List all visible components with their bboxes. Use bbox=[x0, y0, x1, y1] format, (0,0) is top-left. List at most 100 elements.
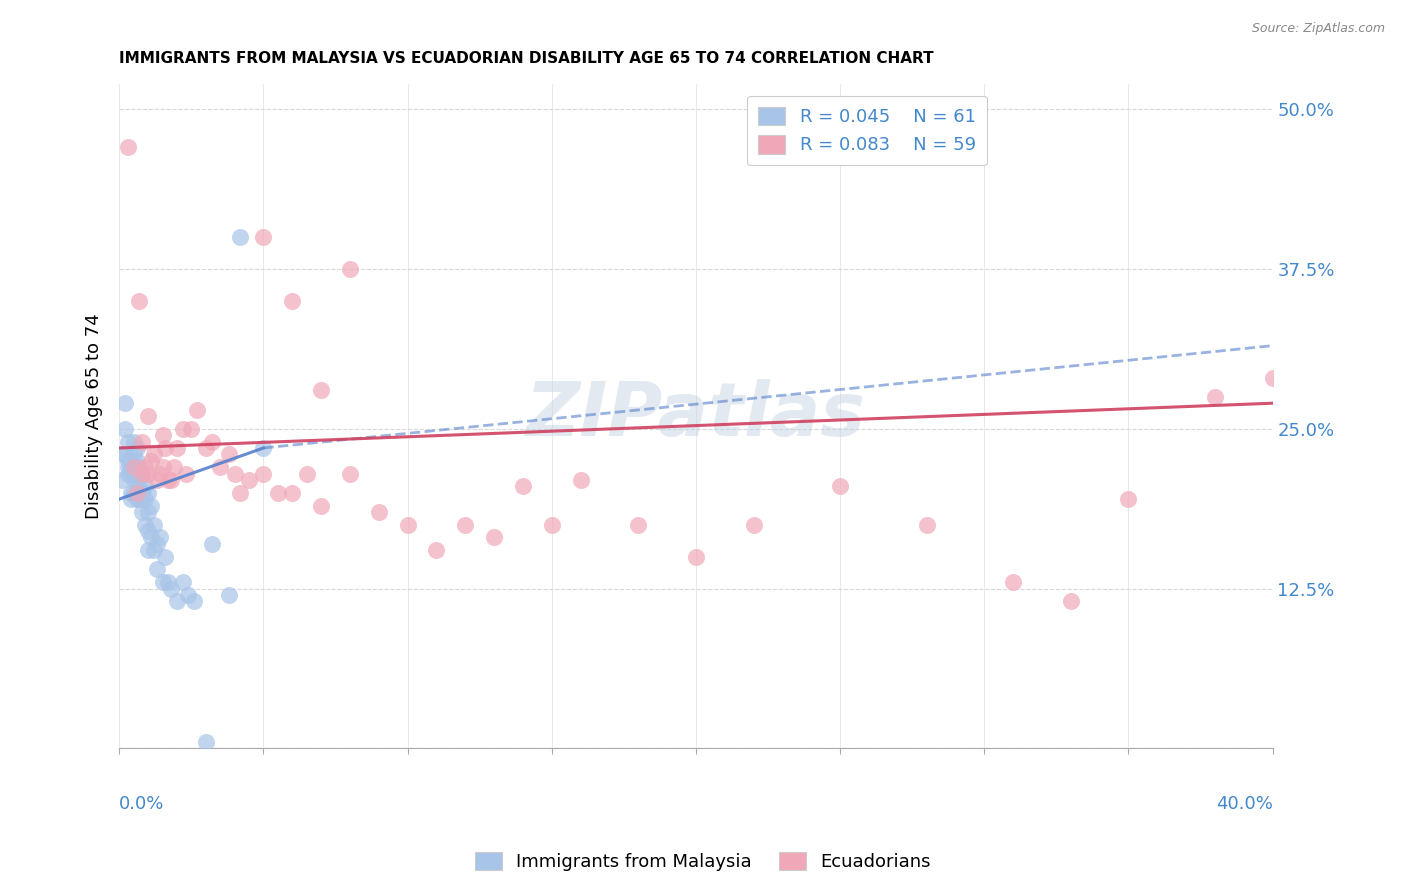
Point bbox=[1204, 390, 1226, 404]
Legend: R = 0.045    N = 61, R = 0.083    N = 59: R = 0.045 N = 61, R = 0.083 N = 59 bbox=[748, 95, 987, 165]
Point bbox=[186, 402, 208, 417]
Point bbox=[120, 454, 142, 468]
Point bbox=[425, 543, 447, 558]
Point bbox=[281, 293, 304, 308]
Point bbox=[125, 485, 148, 500]
Point bbox=[120, 467, 142, 481]
Point bbox=[117, 140, 139, 154]
Point bbox=[128, 460, 150, 475]
Point bbox=[281, 485, 304, 500]
Point bbox=[152, 428, 174, 442]
Point bbox=[252, 467, 274, 481]
Point bbox=[142, 543, 165, 558]
Text: ZIPatlas: ZIPatlas bbox=[526, 379, 866, 452]
Point bbox=[267, 485, 290, 500]
Point bbox=[111, 447, 134, 461]
Point bbox=[145, 537, 167, 551]
Legend: Immigrants from Malaysia, Ecuadorians: Immigrants from Malaysia, Ecuadorians bbox=[468, 845, 938, 879]
Point bbox=[111, 473, 134, 487]
Point bbox=[166, 594, 188, 608]
Point bbox=[915, 517, 938, 532]
Point bbox=[142, 447, 165, 461]
Point bbox=[128, 485, 150, 500]
Point bbox=[134, 492, 156, 507]
Point bbox=[131, 485, 153, 500]
Point bbox=[295, 467, 318, 481]
Point bbox=[194, 735, 217, 749]
Point bbox=[114, 447, 136, 461]
Point bbox=[157, 575, 180, 590]
Point bbox=[122, 473, 145, 487]
Point bbox=[139, 531, 162, 545]
Point bbox=[117, 460, 139, 475]
Point bbox=[149, 531, 172, 545]
Point bbox=[160, 582, 183, 596]
Point bbox=[117, 467, 139, 481]
Point bbox=[125, 492, 148, 507]
Point bbox=[120, 492, 142, 507]
Point bbox=[114, 422, 136, 436]
Point bbox=[139, 454, 162, 468]
Point bbox=[155, 549, 177, 564]
Point bbox=[114, 396, 136, 410]
Point bbox=[131, 492, 153, 507]
Point bbox=[685, 549, 707, 564]
Y-axis label: Disability Age 65 to 74: Disability Age 65 to 74 bbox=[86, 313, 103, 519]
Point bbox=[229, 230, 252, 244]
Text: 40.0%: 40.0% bbox=[1216, 795, 1272, 813]
Point bbox=[174, 467, 197, 481]
Point bbox=[163, 460, 186, 475]
Point bbox=[367, 505, 389, 519]
Point bbox=[128, 467, 150, 481]
Point bbox=[218, 588, 240, 602]
Point bbox=[131, 434, 153, 449]
Text: Source: ZipAtlas.com: Source: ZipAtlas.com bbox=[1251, 22, 1385, 36]
Point bbox=[172, 422, 194, 436]
Point bbox=[1118, 492, 1140, 507]
Point bbox=[157, 473, 180, 487]
Point bbox=[218, 447, 240, 461]
Point bbox=[194, 441, 217, 455]
Point bbox=[125, 473, 148, 487]
Point bbox=[122, 460, 145, 475]
Point bbox=[136, 467, 159, 481]
Point bbox=[180, 422, 202, 436]
Point bbox=[177, 588, 200, 602]
Point bbox=[540, 517, 562, 532]
Point bbox=[482, 531, 505, 545]
Point bbox=[136, 409, 159, 423]
Point bbox=[125, 485, 148, 500]
Point bbox=[120, 485, 142, 500]
Point bbox=[122, 434, 145, 449]
Point bbox=[125, 441, 148, 455]
Point bbox=[149, 467, 172, 481]
Point bbox=[145, 562, 167, 576]
Point bbox=[172, 575, 194, 590]
Point bbox=[339, 467, 361, 481]
Point bbox=[117, 454, 139, 468]
Point bbox=[136, 524, 159, 538]
Point bbox=[131, 467, 153, 481]
Point bbox=[120, 460, 142, 475]
Point bbox=[229, 485, 252, 500]
Point bbox=[117, 434, 139, 449]
Point bbox=[136, 485, 159, 500]
Point bbox=[136, 543, 159, 558]
Point bbox=[145, 473, 167, 487]
Point bbox=[828, 479, 851, 493]
Point bbox=[309, 499, 332, 513]
Point bbox=[238, 473, 260, 487]
Text: IMMIGRANTS FROM MALAYSIA VS ECUADORIAN DISABILITY AGE 65 TO 74 CORRELATION CHART: IMMIGRANTS FROM MALAYSIA VS ECUADORIAN D… bbox=[120, 51, 934, 66]
Point bbox=[200, 537, 222, 551]
Point bbox=[454, 517, 477, 532]
Point bbox=[742, 517, 765, 532]
Point bbox=[252, 230, 274, 244]
Point bbox=[139, 499, 162, 513]
Point bbox=[152, 575, 174, 590]
Point bbox=[396, 517, 419, 532]
Point bbox=[131, 467, 153, 481]
Point bbox=[183, 594, 205, 608]
Point bbox=[1261, 370, 1284, 384]
Point bbox=[152, 460, 174, 475]
Point bbox=[128, 492, 150, 507]
